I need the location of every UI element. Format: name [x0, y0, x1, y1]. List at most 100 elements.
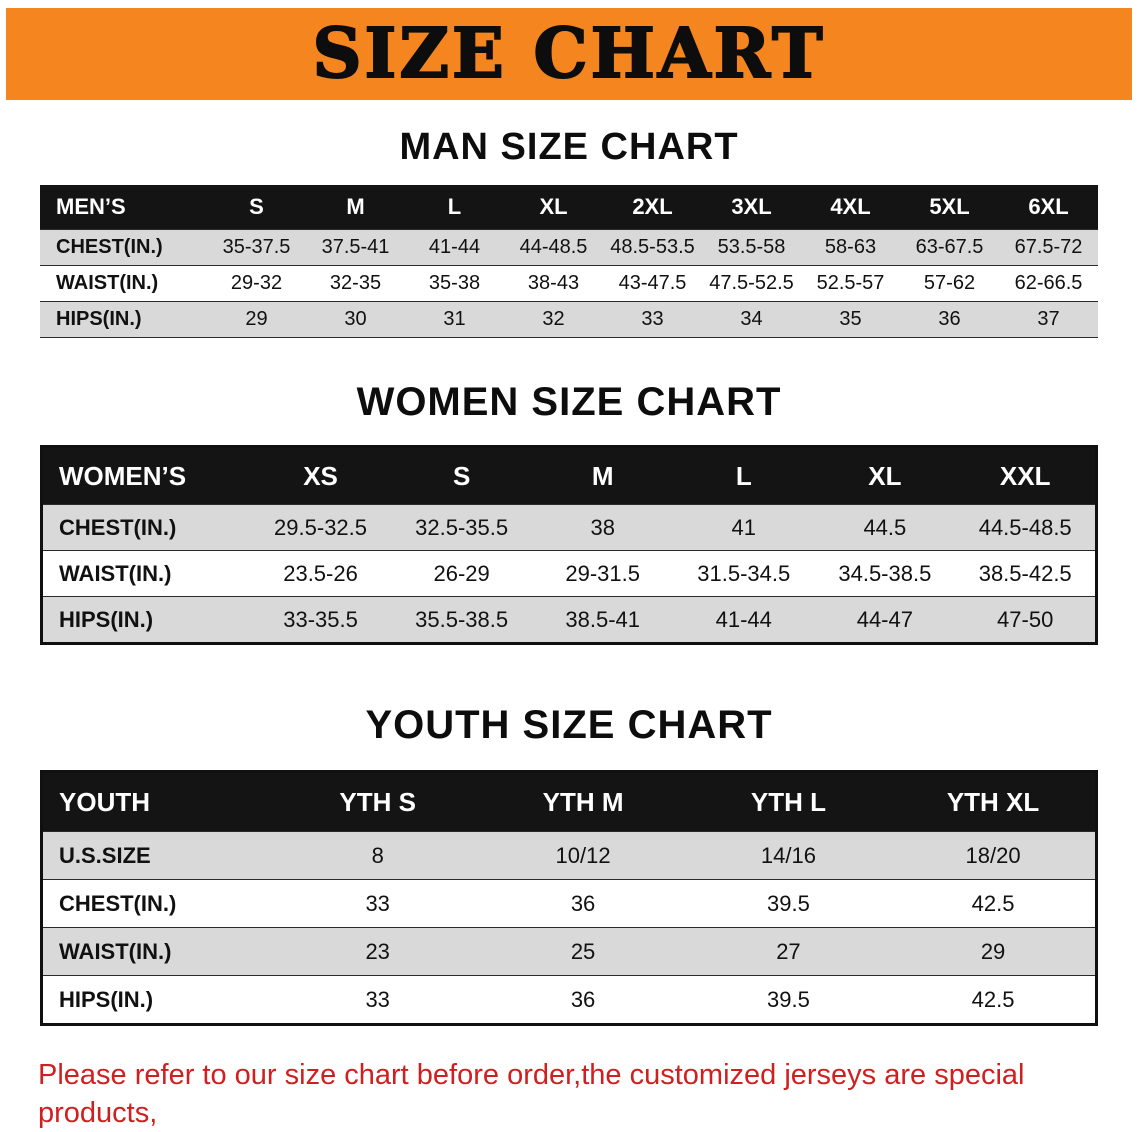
measurement-row: HIPS(IN.) 33 36 39.5 42.5 [41, 975, 1097, 1025]
size-column-header: YTH M [480, 771, 686, 832]
size-value-cell: 27 [776, 938, 801, 964]
size-value-cell: 53.5-58 [717, 236, 786, 258]
size-column-header: M [532, 446, 674, 505]
table-header-row: YOUTH YTH S YTH M YTH L YTH XL [41, 771, 1097, 832]
youth-size-table: YOUTH YTH S YTH M YTH L YTH XL U.S.SIZE 8 10/12… [40, 770, 1098, 1026]
size-value-cell: 30 [344, 308, 367, 330]
size-value-cell: 67.5-72 [1014, 236, 1083, 258]
size-value-cell: 36 [570, 986, 596, 1012]
size-value-cell: 38.5-41 [565, 606, 640, 632]
women-section-heading: WOMEN SIZE CHART [356, 380, 782, 424]
table-header-row: WOMEN’S XS S M L XL XXL [41, 446, 1097, 505]
size-value-cell: 35-38 [428, 272, 481, 294]
size-column-header: L [673, 446, 815, 505]
size-value-cell: 42.5 [971, 986, 1015, 1012]
size-value-cell: 32.5-35.5 [415, 514, 509, 540]
size-value-cell: 33 [641, 308, 664, 330]
size-value-cell: 29-31.5 [565, 560, 640, 586]
size-value-cell: 37.5-41 [321, 236, 390, 258]
size-column-header: S [391, 446, 533, 505]
disclaimer-text: Please refer to our size chart before or… [38, 1056, 1108, 1132]
size-value-cell: 44.5 [863, 514, 907, 540]
size-value-cell: 29 [245, 308, 268, 330]
size-column-header: L [405, 185, 504, 230]
size-column-header: YTH L [685, 771, 892, 832]
size-value-cell: 29.5-32.5 [274, 514, 368, 540]
men-size-table: MEN’S S M L XL 2XL 3XL 4XL 5XL 6XL CHEST(IN.) 35-37… [40, 185, 1098, 338]
size-value-cell: 44.5-48.5 [978, 514, 1072, 540]
size-value-cell: 62-66.5 [1014, 272, 1083, 294]
measurement-row-label: CHEST(IN.) [56, 236, 163, 258]
banner: SIZE CHART [6, 8, 1132, 100]
size-column-header: XL [504, 185, 603, 230]
page-title: SIZE CHART [311, 13, 826, 95]
size-value-cell: 33-35.5 [283, 606, 358, 632]
measurement-row-label: WAIST(IN.) [56, 272, 159, 294]
size-column-header: M [306, 185, 405, 230]
size-column-header: YTH XL [891, 771, 1097, 832]
size-value-cell: 23 [365, 938, 390, 964]
measurement-row: WAIST(IN.) 29-32 32-35 35-38 38-43 43-47.5 47.… [40, 265, 1098, 302]
size-value-cell: 47.5-52.5 [709, 272, 794, 294]
measurement-row-label: WAIST(IN.) [59, 560, 172, 586]
measurement-row: HIPS(IN.) 29 30 31 32 33 34 35 36 37 [40, 301, 1098, 338]
size-column-header: S [207, 185, 306, 230]
size-column-header: YTH S [275, 771, 481, 832]
measurement-row-label: WAIST(IN.) [59, 938, 172, 964]
size-value-cell: 41 [731, 514, 757, 540]
size-value-cell: 35 [839, 308, 862, 330]
men-section-heading: MAN SIZE CHART [399, 126, 739, 168]
size-column-header: 3XL [702, 185, 801, 230]
size-value-cell: 34.5-38.5 [838, 560, 932, 586]
size-value-cell: 29 [980, 938, 1006, 964]
size-value-cell: 23.5-26 [283, 560, 358, 586]
measurement-row-label: CHEST(IN.) [59, 890, 177, 916]
size-value-cell: 38.5-42.5 [978, 560, 1072, 586]
size-value-cell: 52.5-57 [816, 272, 885, 294]
size-value-cell: 33 [365, 890, 390, 916]
men-size-chart-section: MAN SIZE CHART MEN’S S M L XL 2XL 3XL 4XL 5XL 6XL… [0, 126, 1138, 338]
measurement-row: HIPS(IN.) 33-35.5 35.5-38.5 38.5-41 41-44 44-… [41, 596, 1097, 644]
youth-size-chart-section: YOUTH SIZE CHART YOUTH YTH S YTH M YTH L YTH… [0, 703, 1138, 1026]
measurement-row-label: HIPS(IN.) [56, 308, 142, 330]
table-header-row: MEN’S S M L XL 2XL 3XL 4XL 5XL 6XL [40, 185, 1098, 230]
size-value-cell: 26-29 [433, 560, 490, 586]
disclaimer-line-1: Please refer to our size chart before or… [38, 1059, 1025, 1130]
size-column-header: XL [814, 446, 956, 505]
size-value-cell: 43-47.5 [618, 272, 687, 294]
size-value-cell: 42.5 [971, 890, 1015, 916]
size-value-cell: 37 [1037, 308, 1060, 330]
measurement-row-label: HIPS(IN.) [59, 986, 154, 1012]
size-value-cell: 29-32 [230, 272, 283, 294]
size-value-cell: 8 [371, 842, 384, 868]
size-value-cell: 38-43 [527, 272, 580, 294]
measurement-row: U.S.SIZE 8 10/12 14/16 18/20 [41, 831, 1097, 880]
size-column-header: 5XL [900, 185, 999, 230]
size-value-cell: 34 [740, 308, 763, 330]
size-value-cell: 32 [542, 308, 565, 330]
size-value-cell: 32-35 [329, 272, 382, 294]
size-value-cell: 41-44 [428, 236, 481, 258]
size-value-cell: 14/16 [760, 842, 816, 868]
size-value-cell: 47-50 [997, 606, 1054, 632]
size-column-header: 4XL [801, 185, 900, 230]
size-value-cell: 36 [938, 308, 961, 330]
measurement-row: CHEST(IN.) 33 36 39.5 42.5 [41, 879, 1097, 928]
size-value-cell: 35.5-38.5 [415, 606, 509, 632]
table-title-cell: MEN’S [40, 185, 207, 230]
measurement-row: WAIST(IN.) 23 25 27 29 [41, 927, 1097, 976]
measurement-row-label: CHEST(IN.) [59, 514, 177, 540]
size-value-cell: 44-48.5 [519, 236, 588, 258]
women-size-chart-section: WOMEN SIZE CHART WOMEN’S XS S M L XL XXL CHEST(… [0, 380, 1138, 645]
measurement-row-label: U.S.SIZE [59, 842, 151, 868]
size-value-cell: 63-67.5 [915, 236, 984, 258]
measurement-row: CHEST(IN.) 29.5-32.5 32.5-35.5 38 41 44.5 44.5… [41, 504, 1097, 551]
size-value-cell: 31.5-34.5 [697, 560, 791, 586]
size-value-cell: 44-47 [856, 606, 913, 632]
measurement-row: CHEST(IN.) 35-37.5 37.5-41 41-44 44-48.5 48.5… [40, 229, 1098, 266]
size-column-header: XXL [955, 446, 1097, 505]
table-title-cell: YOUTH [41, 771, 275, 832]
size-value-cell: 39.5 [767, 890, 810, 916]
size-column-header: 6XL [999, 185, 1098, 230]
